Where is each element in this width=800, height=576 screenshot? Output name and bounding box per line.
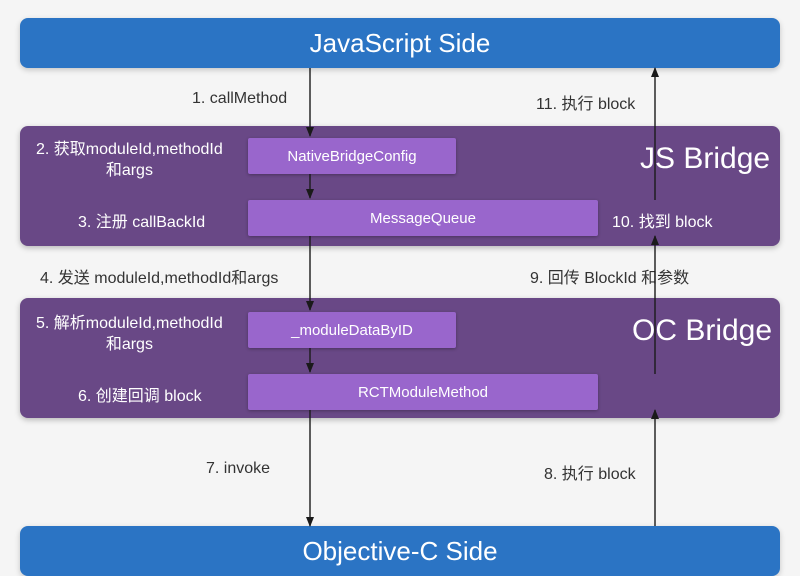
step-4-label: 4. 发送 moduleId,methodId和args [40, 264, 278, 288]
step-8-label: 8. 执行 block [544, 460, 636, 484]
module-data-by-id-label: _moduleDataByID [291, 322, 413, 339]
step-2-label: 2. 获取moduleId,methodId 和args [36, 140, 223, 182]
step-5-label: 5. 解析moduleId,methodId 和args [36, 314, 223, 356]
native-bridge-config-label: NativeBridgeConfig [287, 148, 416, 165]
message-queue-node: MessageQueue [248, 200, 598, 236]
step-11-label: 11. 执行 block [536, 90, 635, 114]
step-7-label: 7. invoke [206, 460, 270, 478]
native-bridge-config-node: NativeBridgeConfig [248, 138, 456, 174]
oc-side-title: Objective-C Side [302, 536, 497, 567]
rct-module-method-node: RCTModuleMethod [248, 374, 598, 410]
step-1-label: 1. callMethod [192, 90, 287, 108]
oc-bridge-title: OC Bridge [632, 314, 772, 348]
step-9-label: 9. 回传 BlockId 和参数 [530, 264, 689, 288]
message-queue-label: MessageQueue [370, 210, 476, 227]
step-3-label: 3. 注册 callBackId [78, 208, 205, 232]
oc-side-layer: Objective-C Side [20, 526, 780, 576]
module-data-by-id-node: _moduleDataByID [248, 312, 456, 348]
rct-module-method-label: RCTModuleMethod [358, 384, 488, 401]
step-10-label: 10. 找到 block [612, 208, 713, 232]
js-side-title: JavaScript Side [310, 28, 491, 59]
js-bridge-title: JS Bridge [640, 142, 770, 176]
js-side-layer: JavaScript Side [20, 18, 780, 68]
step-6-label: 6. 创建回调 block [78, 382, 202, 406]
